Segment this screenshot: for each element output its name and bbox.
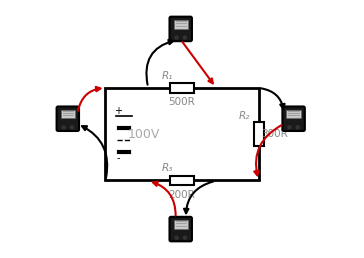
Bar: [61, 110, 75, 118]
Text: +: +: [114, 106, 122, 116]
Circle shape: [288, 126, 291, 129]
FancyBboxPatch shape: [170, 17, 192, 41]
Text: R₃: R₃: [162, 163, 174, 173]
Bar: [105, 88, 259, 180]
Circle shape: [183, 236, 186, 239]
Text: 200R: 200R: [169, 190, 195, 200]
Text: 100V: 100V: [127, 128, 160, 141]
Bar: [254, 122, 264, 146]
Text: R₁: R₁: [162, 71, 174, 80]
Circle shape: [296, 126, 299, 129]
Text: 300R: 300R: [261, 129, 288, 139]
Circle shape: [71, 126, 74, 129]
FancyBboxPatch shape: [170, 217, 192, 241]
Circle shape: [183, 36, 186, 39]
Circle shape: [62, 126, 65, 129]
Bar: [286, 110, 301, 118]
Text: -: -: [116, 154, 120, 164]
Bar: [174, 20, 188, 29]
Bar: [174, 220, 188, 229]
FancyBboxPatch shape: [56, 107, 79, 131]
Circle shape: [175, 36, 178, 39]
FancyBboxPatch shape: [282, 107, 305, 131]
Text: R₂: R₂: [239, 111, 250, 121]
Circle shape: [175, 236, 178, 239]
Bar: [170, 176, 194, 185]
Bar: [170, 83, 194, 93]
Text: 500R: 500R: [169, 97, 195, 107]
